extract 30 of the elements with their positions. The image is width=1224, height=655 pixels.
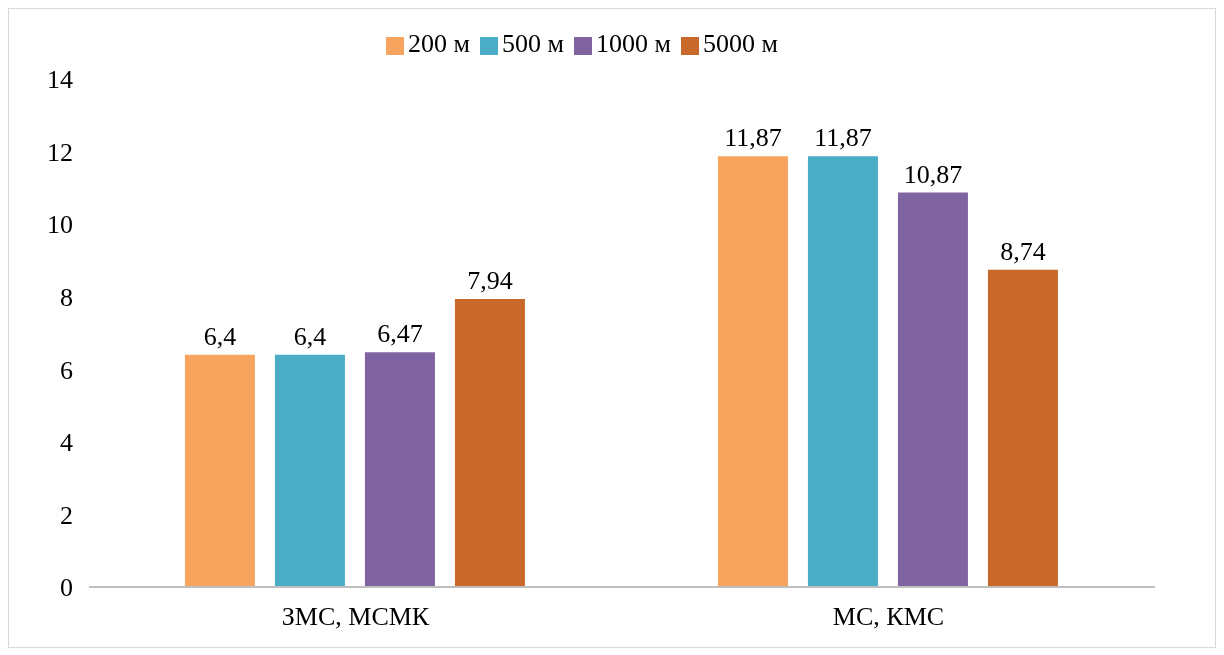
data-label: 6,4 bbox=[293, 321, 327, 351]
legend-label: 500 м bbox=[502, 29, 564, 58]
y-tick-label: 12 bbox=[47, 137, 73, 167]
data-label: 11,87 bbox=[814, 123, 872, 153]
y-tick-label: 2 bbox=[60, 500, 73, 530]
y-tick-label: 10 bbox=[47, 210, 73, 240]
legend-label: 5000 м bbox=[702, 29, 778, 58]
bar bbox=[717, 156, 788, 587]
bar bbox=[987, 269, 1058, 587]
bar bbox=[807, 156, 878, 587]
data-label: 11,87 bbox=[724, 123, 782, 153]
data-label: 6,4 bbox=[203, 321, 237, 351]
y-tick-label: 4 bbox=[60, 428, 73, 458]
bar bbox=[454, 298, 525, 587]
data-label: 10,87 bbox=[903, 159, 963, 189]
y-tick-label: 8 bbox=[60, 282, 73, 312]
bar bbox=[897, 192, 968, 587]
x-tick-label: ЗМС, МСМК bbox=[281, 602, 430, 632]
bar bbox=[184, 354, 255, 587]
data-label: 7,94 bbox=[467, 265, 513, 295]
y-tick-label: 14 bbox=[47, 65, 73, 95]
bar bbox=[364, 352, 435, 587]
legend-label: 1000 м bbox=[596, 29, 671, 58]
data-label: 8,74 bbox=[1000, 236, 1046, 266]
legend-label: 200 м bbox=[408, 29, 471, 58]
y-tick-label: 0 bbox=[60, 573, 73, 603]
data-label: 6,47 bbox=[377, 319, 423, 349]
bar bbox=[274, 354, 345, 587]
x-tick-label: МС, КМС bbox=[832, 602, 945, 632]
y-tick-label: 6 bbox=[60, 355, 73, 385]
